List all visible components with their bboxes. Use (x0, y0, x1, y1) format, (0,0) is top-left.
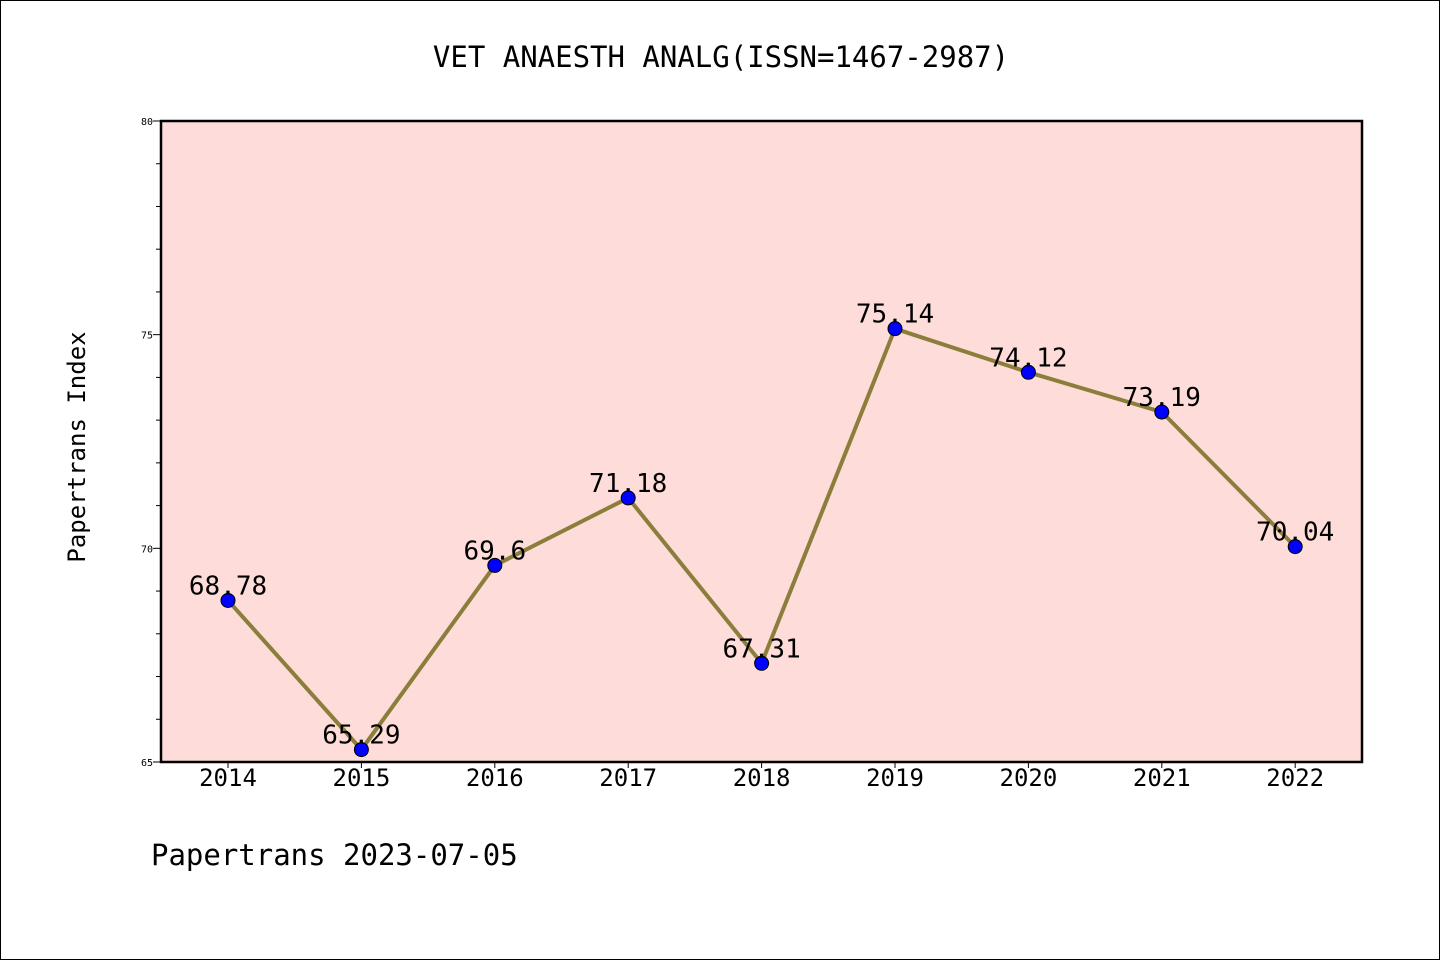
data-point (620, 490, 636, 506)
data-label: 74.12 (989, 343, 1067, 373)
data-point (487, 557, 503, 573)
x-tick-label: 2016 (466, 764, 524, 792)
data-label: 70.04 (1256, 518, 1334, 548)
data-point (1287, 539, 1303, 555)
data-point (887, 321, 903, 337)
data-point (353, 742, 369, 758)
x-tick-label: 2017 (599, 764, 657, 792)
data-label: 65.29 (322, 721, 400, 751)
data-label: 75.14 (856, 300, 934, 330)
data-label: 68.78 (189, 571, 267, 601)
y-tick-label: 70 (141, 544, 153, 555)
y-axis-label: Papertrans Index (63, 331, 91, 562)
data-label: 67.31 (722, 634, 800, 664)
data-point (1020, 364, 1036, 380)
y-tick-label: 75 (141, 331, 153, 342)
x-tick-label: 2022 (1266, 764, 1324, 792)
series-group (220, 321, 1303, 758)
data-labels: 68.78 65.29 69.6 71.18 67.31 75.14 74.12 73.19 7… (189, 300, 1334, 751)
chart-title: VET ANAESTH ANALG(ISSN=1467-2987) (433, 40, 1009, 74)
y-tick-label: 80 (141, 117, 153, 128)
x-tick-label: 2015 (333, 764, 391, 792)
x-tick-label: 2021 (1133, 764, 1191, 792)
data-label: 69.6 (463, 536, 526, 566)
x-tick-label: 2014 (199, 764, 257, 792)
x-tick-label: 2019 (866, 764, 924, 792)
plot-area (161, 121, 1362, 762)
data-point (220, 592, 236, 608)
data-label: 73.19 (1123, 383, 1201, 413)
y-axis: 65 70 75 80 (141, 117, 161, 769)
footer-text: Papertrans 2023-07-05 (151, 838, 518, 872)
x-tick-label: 2020 (1000, 764, 1058, 792)
plot-border (159, 119, 1364, 764)
data-point (754, 655, 770, 671)
data-label: 71.18 (589, 469, 667, 499)
data-point (1154, 404, 1170, 420)
x-axis: 2014 2015 2016 2017 2018 2019 2020 2021 2022 (199, 762, 1324, 792)
y-tick-label: 65 (141, 758, 153, 769)
x-tick-label: 2018 (733, 764, 791, 792)
